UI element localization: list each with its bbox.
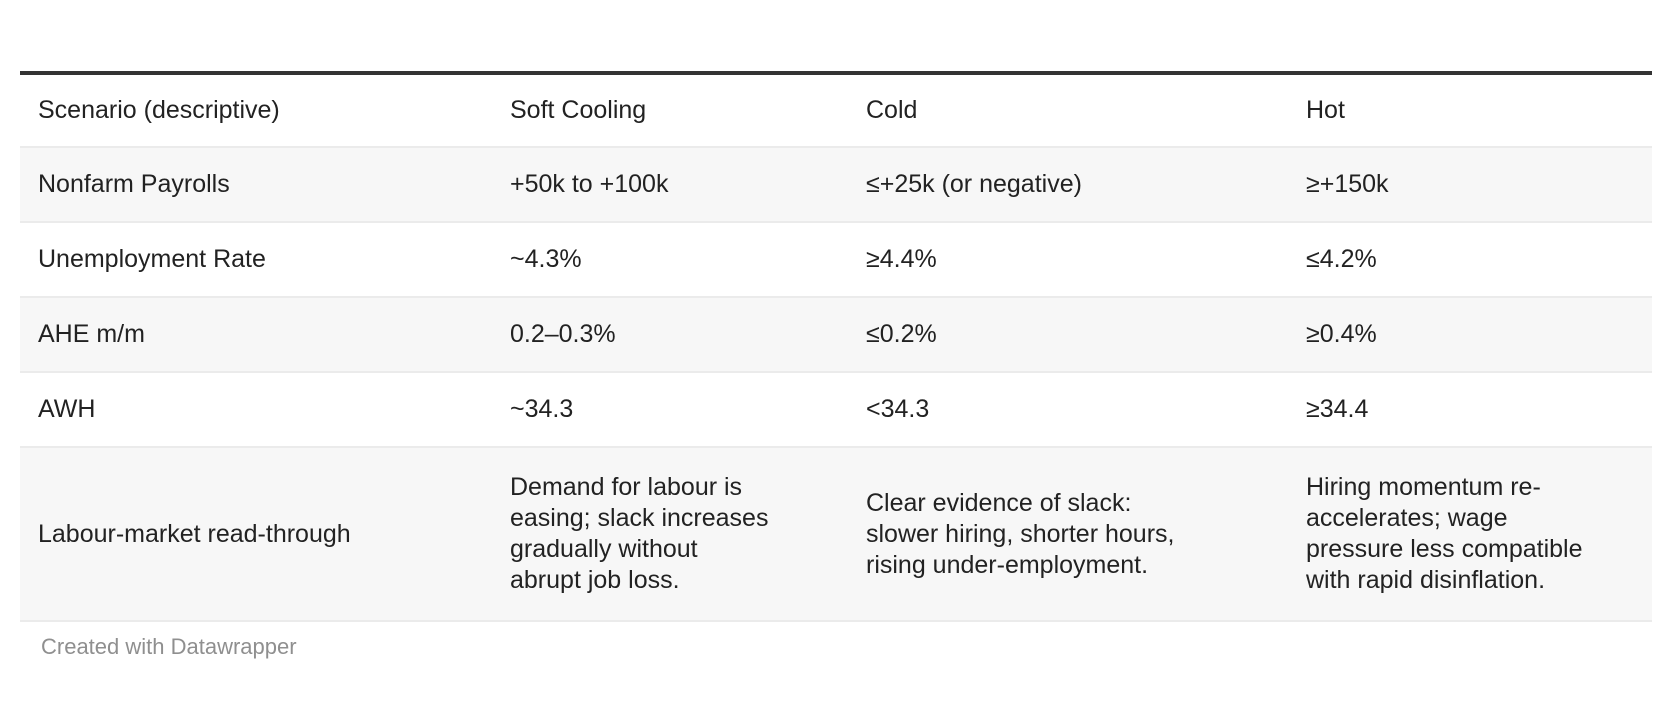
data-cell: ~34.3	[492, 372, 848, 448]
scenario-table: Scenario (descriptive) Soft Cooling Cold…	[20, 71, 1652, 622]
data-cell: ≥34.4	[1288, 372, 1652, 448]
column-header-soft-cooling: Soft Cooling	[492, 73, 848, 148]
table-header: Scenario (descriptive) Soft Cooling Cold…	[20, 73, 1652, 148]
table-row-nonfarm-payrolls: Nonfarm Payrolls +50k to +100k ≤+25k (or…	[20, 147, 1652, 223]
table-row-awh: AWH ~34.3 <34.3 ≥34.4	[20, 372, 1652, 448]
table-row-unemployment-rate: Unemployment Rate ~4.3% ≥4.4% ≤4.2%	[20, 222, 1652, 298]
header-row: Scenario (descriptive) Soft Cooling Cold…	[20, 73, 1652, 148]
row-label-cell: Unemployment Rate	[20, 222, 492, 298]
data-cell: <34.3	[848, 372, 1288, 448]
table-row-read-through: Labour-market read-through Demand for la…	[20, 447, 1652, 622]
data-cell: 0.2–0.3%	[492, 297, 848, 373]
row-label-cell: Nonfarm Payrolls	[20, 147, 492, 223]
data-cell: Clear evidence of slack: slower hiring, …	[848, 447, 1288, 622]
data-cell: +50k to +100k	[492, 147, 848, 223]
data-cell: ≤0.2%	[848, 297, 1288, 373]
row-label-cell: AWH	[20, 372, 492, 448]
column-header-cold: Cold	[848, 73, 1288, 148]
row-label-cell: Labour-market read-through	[20, 447, 492, 622]
column-header-scenario: Scenario (descriptive)	[20, 73, 492, 148]
data-cell: ≥4.4%	[848, 222, 1288, 298]
table-body: Nonfarm Payrolls +50k to +100k ≤+25k (or…	[20, 147, 1652, 622]
table-chart: Scenario (descriptive) Soft Cooling Cold…	[20, 71, 1652, 659]
data-cell: ≤4.2%	[1288, 222, 1652, 298]
data-cell: ~4.3%	[492, 222, 848, 298]
row-label-cell: AHE m/m	[20, 297, 492, 373]
column-header-hot: Hot	[1288, 73, 1652, 148]
data-cell: ≥+150k	[1288, 147, 1652, 223]
data-cell: ≤+25k (or negative)	[848, 147, 1288, 223]
data-cell: Demand for labour is easing; slack incre…	[492, 447, 848, 622]
datawrapper-attribution-link[interactable]: Created with Datawrapper	[41, 634, 297, 659]
data-cell: ≥0.4%	[1288, 297, 1652, 373]
data-cell: Hiring momentum re- accelerates; wage pr…	[1288, 447, 1652, 622]
table-row-ahe: AHE m/m 0.2–0.3% ≤0.2% ≥0.4%	[20, 297, 1652, 373]
